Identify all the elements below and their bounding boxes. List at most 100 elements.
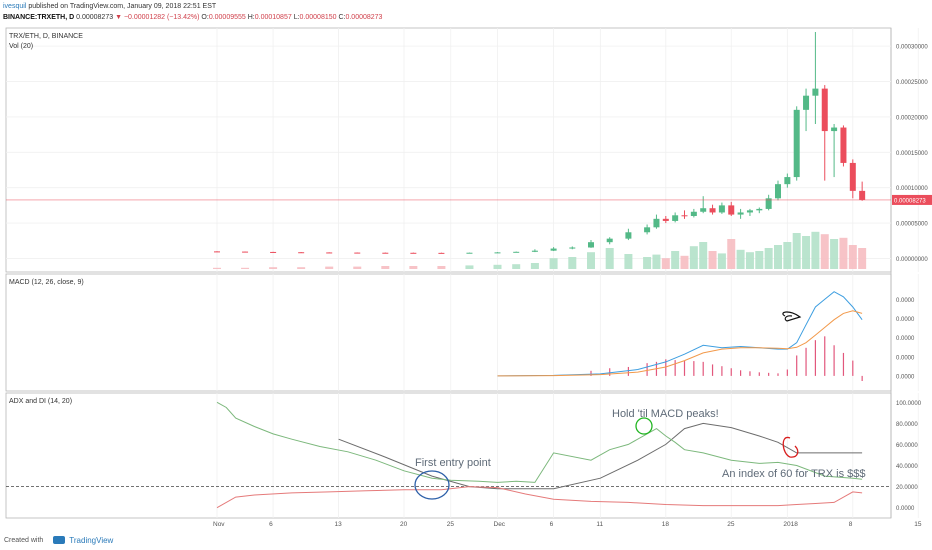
volume-bar	[755, 251, 764, 269]
candle	[821, 88, 828, 132]
macd-tick-label: 0.0000	[896, 336, 915, 342]
volume-bar	[839, 237, 848, 269]
x-tick-label: 15	[914, 521, 922, 528]
candle	[410, 252, 417, 254]
annotation-scribble-red	[782, 436, 799, 458]
volume-bar	[465, 265, 474, 269]
x-tick-label: 13	[335, 521, 343, 528]
candle	[625, 232, 632, 239]
candle	[765, 198, 772, 209]
volume-bar	[587, 252, 595, 269]
candle	[728, 205, 735, 215]
candle	[438, 252, 445, 254]
low-label: L:	[293, 14, 300, 21]
volume-bar	[745, 252, 754, 269]
candle	[793, 109, 800, 178]
macd-tick-label: 0.0000	[896, 317, 915, 323]
annotation-circle-green	[635, 417, 653, 435]
pane-title-macd: MACD (12, 26, close, 9)	[9, 279, 84, 286]
candle	[513, 251, 520, 253]
macd-tick-label: 0.0000	[896, 298, 915, 304]
x-tick-label: 6	[550, 521, 554, 528]
volume-bar	[783, 242, 792, 269]
candle	[214, 251, 220, 253]
macd-tick-label: 0.0000	[896, 374, 915, 380]
chart-canvas[interactable]: 0.00000000 0.00005000 0.00010000 0.00015000…	[0, 26, 932, 530]
annotation-circle-blue	[414, 470, 450, 500]
pane-title-adx: ADX and DI (14, 20)	[9, 398, 72, 405]
adx-tick-label: 20.0000	[896, 485, 918, 491]
candle	[746, 210, 753, 213]
candle	[803, 95, 810, 110]
volume-bar	[643, 257, 652, 269]
candle	[812, 88, 819, 96]
volume-bar	[830, 239, 839, 269]
low-value: 0.00008150	[299, 14, 337, 21]
volume-bar	[325, 266, 334, 269]
x-tick-label: 18	[662, 521, 670, 528]
footer: Created with TradingView	[0, 530, 932, 550]
price-tick-label: 0.00010000	[896, 186, 928, 192]
candle	[700, 208, 707, 212]
volume-bar	[661, 258, 670, 269]
macd-tick-label: 0.0000	[896, 355, 915, 361]
volume-bar	[774, 245, 782, 269]
volume-bar	[792, 233, 801, 269]
close-label: C:	[338, 14, 346, 21]
volume-bar	[269, 267, 278, 269]
x-tick-label: 8	[849, 521, 853, 528]
pane-title-price: TRX/ETH, D, BINANCE	[9, 33, 83, 40]
price-change: −0.00001282 (−13.42%)	[123, 14, 200, 21]
last-price: 0.00008273	[76, 14, 114, 21]
candle	[494, 252, 501, 254]
macd-line	[497, 291, 863, 377]
candle	[588, 242, 594, 248]
volume-bar	[820, 234, 829, 269]
candle	[849, 162, 856, 191]
volume-bar	[811, 231, 820, 269]
candle	[756, 208, 763, 211]
volume-bar	[409, 266, 418, 269]
volume-bar	[624, 254, 633, 269]
x-tick-label: Nov	[213, 521, 225, 528]
symbol-label: BINANCE:TRXETH, D	[3, 14, 75, 21]
volume-bar	[802, 236, 811, 269]
high-value: 0.00010857	[254, 14, 292, 21]
volume-bar	[708, 251, 717, 269]
x-tick-label: 6	[269, 521, 273, 528]
adx-tick-label: 100.0000	[896, 401, 922, 407]
annotation-hold: Hold 'til MACD peaks!	[612, 408, 719, 420]
pane-border	[5, 273, 892, 392]
high-label: H:	[247, 14, 255, 21]
candle	[550, 248, 557, 251]
open-label: O:	[201, 14, 209, 21]
candle	[662, 218, 669, 221]
candle	[859, 190, 866, 200]
candle	[709, 208, 716, 213]
volume-bar	[858, 248, 867, 269]
candle	[298, 252, 305, 254]
candle	[242, 251, 249, 253]
down-arrow-icon: ▼	[115, 14, 122, 21]
adx-line	[338, 422, 863, 490]
x-tick-label: 25	[727, 521, 735, 528]
pane-border	[5, 27, 892, 273]
adx-tick-label: 40.0000	[896, 464, 918, 470]
published-text: published on TradingView.com, January 09…	[28, 3, 217, 10]
annotation-scribble	[782, 311, 802, 322]
volume-bar	[764, 248, 773, 269]
volume-bar	[727, 239, 736, 269]
volume-bar	[605, 248, 614, 269]
volume-bar	[736, 249, 745, 269]
di-plus-line	[216, 401, 863, 483]
last-price-badge	[892, 194, 932, 205]
volume-bar	[689, 246, 698, 269]
author-link[interactable]: ivesquil	[3, 3, 27, 10]
volume-bar	[241, 267, 250, 269]
tradingview-brand[interactable]: TradingView	[69, 535, 114, 545]
candle	[840, 127, 847, 163]
price-tick-label: 0.00005000	[896, 222, 928, 228]
volume-bar	[549, 258, 558, 269]
adx-tick-label: 80.0000	[896, 422, 918, 428]
candle	[644, 227, 651, 233]
